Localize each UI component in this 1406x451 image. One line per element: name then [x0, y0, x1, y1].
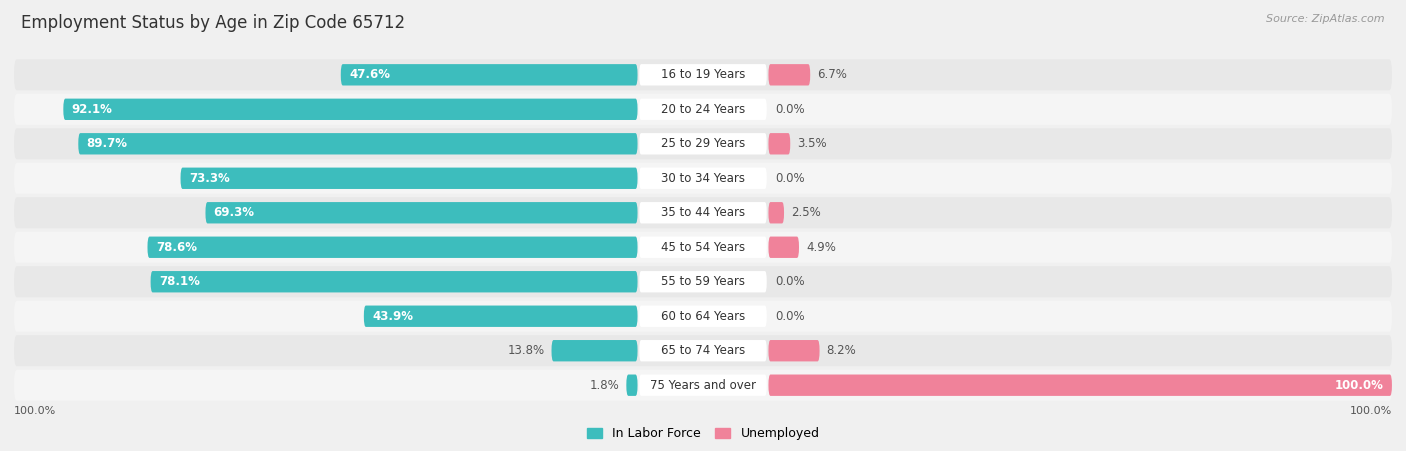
FancyBboxPatch shape — [14, 197, 1392, 228]
Text: 4.9%: 4.9% — [806, 241, 835, 254]
FancyBboxPatch shape — [14, 128, 1392, 159]
Text: 92.1%: 92.1% — [72, 103, 112, 116]
FancyBboxPatch shape — [63, 99, 637, 120]
FancyBboxPatch shape — [79, 133, 637, 155]
FancyBboxPatch shape — [150, 271, 637, 292]
Text: 20 to 24 Years: 20 to 24 Years — [661, 103, 745, 116]
FancyBboxPatch shape — [640, 99, 766, 120]
Text: 45 to 54 Years: 45 to 54 Years — [661, 241, 745, 254]
Text: Source: ZipAtlas.com: Source: ZipAtlas.com — [1267, 14, 1385, 23]
FancyBboxPatch shape — [551, 340, 637, 361]
FancyBboxPatch shape — [14, 266, 1392, 297]
FancyBboxPatch shape — [180, 168, 637, 189]
FancyBboxPatch shape — [769, 340, 820, 361]
Text: 2.5%: 2.5% — [792, 206, 821, 219]
Legend: In Labor Force, Unemployed: In Labor Force, Unemployed — [582, 423, 824, 446]
FancyBboxPatch shape — [640, 271, 766, 292]
Text: 0.0%: 0.0% — [775, 172, 806, 185]
FancyBboxPatch shape — [769, 133, 790, 155]
Text: 55 to 59 Years: 55 to 59 Years — [661, 275, 745, 288]
FancyBboxPatch shape — [640, 374, 766, 396]
FancyBboxPatch shape — [640, 202, 766, 223]
Text: 30 to 34 Years: 30 to 34 Years — [661, 172, 745, 185]
FancyBboxPatch shape — [14, 301, 1392, 332]
Text: 43.9%: 43.9% — [373, 310, 413, 323]
Text: 35 to 44 Years: 35 to 44 Years — [661, 206, 745, 219]
Text: 13.8%: 13.8% — [508, 344, 544, 357]
FancyBboxPatch shape — [626, 374, 637, 396]
FancyBboxPatch shape — [640, 340, 766, 361]
FancyBboxPatch shape — [640, 237, 766, 258]
FancyBboxPatch shape — [769, 237, 799, 258]
Text: 8.2%: 8.2% — [827, 344, 856, 357]
Text: 25 to 29 Years: 25 to 29 Years — [661, 137, 745, 150]
Text: 75 Years and over: 75 Years and over — [650, 379, 756, 392]
FancyBboxPatch shape — [640, 133, 766, 155]
FancyBboxPatch shape — [14, 335, 1392, 366]
Text: 100.0%: 100.0% — [1334, 379, 1384, 392]
Text: 0.0%: 0.0% — [775, 103, 806, 116]
FancyBboxPatch shape — [640, 305, 766, 327]
FancyBboxPatch shape — [364, 305, 637, 327]
Text: 1.8%: 1.8% — [589, 379, 620, 392]
Text: 16 to 19 Years: 16 to 19 Years — [661, 68, 745, 81]
FancyBboxPatch shape — [14, 232, 1392, 263]
Text: 100.0%: 100.0% — [14, 406, 56, 416]
Text: 65 to 74 Years: 65 to 74 Years — [661, 344, 745, 357]
FancyBboxPatch shape — [340, 64, 637, 86]
FancyBboxPatch shape — [769, 202, 785, 223]
Text: 6.7%: 6.7% — [817, 68, 846, 81]
Text: 100.0%: 100.0% — [1350, 406, 1392, 416]
FancyBboxPatch shape — [14, 94, 1392, 125]
FancyBboxPatch shape — [14, 163, 1392, 194]
Text: 69.3%: 69.3% — [214, 206, 254, 219]
Text: 60 to 64 Years: 60 to 64 Years — [661, 310, 745, 323]
Text: Employment Status by Age in Zip Code 65712: Employment Status by Age in Zip Code 657… — [21, 14, 405, 32]
Text: 78.1%: 78.1% — [159, 275, 200, 288]
FancyBboxPatch shape — [769, 64, 810, 86]
FancyBboxPatch shape — [205, 202, 637, 223]
Text: 3.5%: 3.5% — [797, 137, 827, 150]
FancyBboxPatch shape — [769, 374, 1392, 396]
Text: 89.7%: 89.7% — [87, 137, 128, 150]
Text: 0.0%: 0.0% — [775, 310, 806, 323]
Text: 0.0%: 0.0% — [775, 275, 806, 288]
FancyBboxPatch shape — [14, 370, 1392, 401]
FancyBboxPatch shape — [148, 237, 637, 258]
Text: 73.3%: 73.3% — [188, 172, 229, 185]
Text: 78.6%: 78.6% — [156, 241, 197, 254]
FancyBboxPatch shape — [640, 168, 766, 189]
FancyBboxPatch shape — [14, 59, 1392, 90]
FancyBboxPatch shape — [640, 64, 766, 86]
Text: 47.6%: 47.6% — [349, 68, 389, 81]
